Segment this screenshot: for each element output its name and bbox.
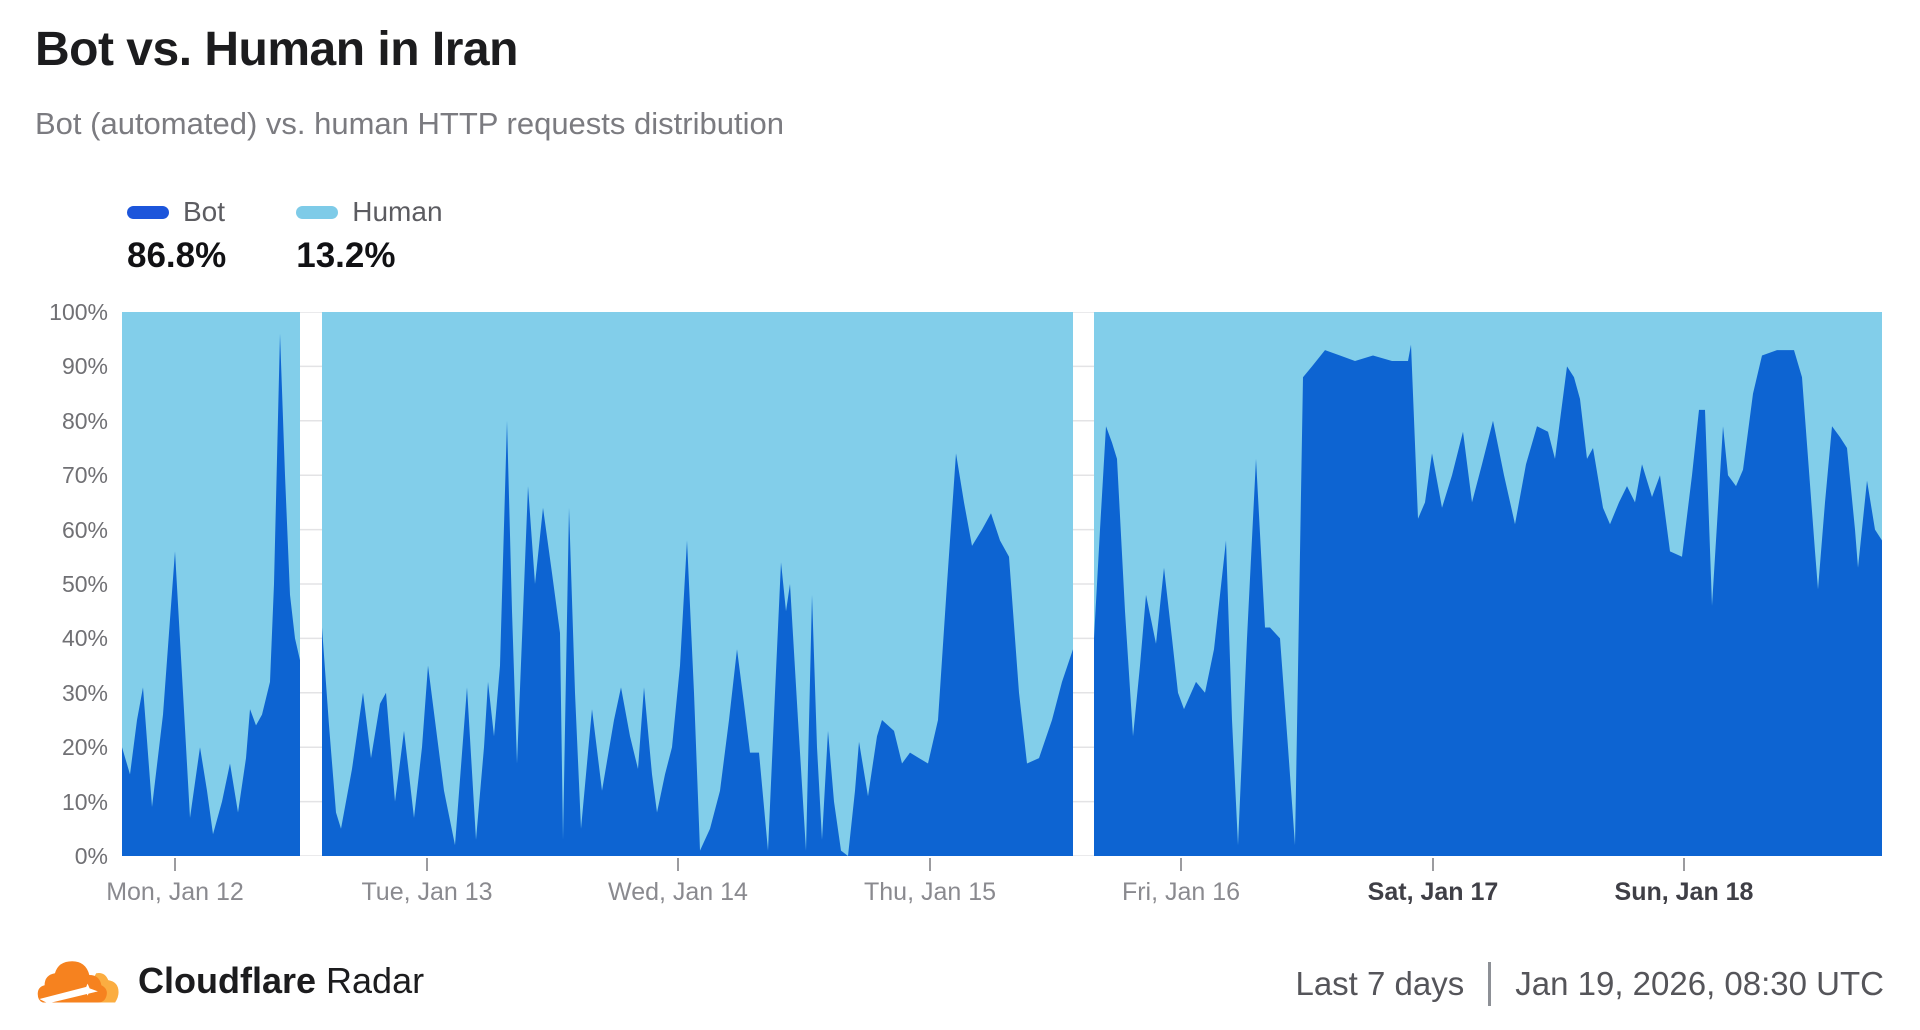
bot-area-segment bbox=[122, 333, 300, 856]
stacked-area-chart[interactable] bbox=[122, 312, 1882, 856]
x-axis-tick bbox=[1180, 858, 1182, 871]
x-axis-label: Thu, Jan 15 bbox=[863, 878, 997, 906]
x-axis-label: Wed, Jan 14 bbox=[608, 878, 748, 906]
x-axis-label: Fri, Jan 16 bbox=[1121, 878, 1241, 906]
footer-brand[interactable]: Cloudflare Radar bbox=[36, 950, 424, 1012]
legend-value-human: 13.2% bbox=[296, 236, 396, 275]
human-color-swatch bbox=[296, 205, 339, 219]
x-axis-label: Sat, Jan 17 bbox=[1367, 878, 1499, 906]
legend-label-human: Human bbox=[352, 196, 443, 227]
y-axis-label: 20% bbox=[61, 734, 108, 761]
x-axis-label: Mon, Jan 12 bbox=[106, 878, 244, 906]
y-axis-label: 30% bbox=[61, 679, 108, 706]
bot-area-segment bbox=[322, 420, 1073, 856]
x-axis-tick bbox=[1683, 858, 1685, 871]
y-axis-label: 0% bbox=[74, 843, 108, 869]
x-axis-tick bbox=[1432, 858, 1434, 871]
y-axis-label: 100% bbox=[49, 299, 108, 325]
y-axis-label: 60% bbox=[61, 516, 108, 543]
legend-item-human[interactable]: Human 13.2% bbox=[296, 196, 443, 276]
legend-item-bot[interactable]: Bot 86.8% bbox=[127, 196, 226, 276]
legend-value-bot: 86.8% bbox=[127, 236, 227, 275]
timestamp-label: Jan 19, 2026, 08:30 UTC bbox=[1515, 965, 1884, 1002]
x-axis-label: Sun, Jan 18 bbox=[1614, 878, 1754, 906]
x-axis-label: Tue, Jan 13 bbox=[361, 878, 493, 906]
y-axis-label: 50% bbox=[61, 571, 108, 597]
page-title: Bot vs. Human in Iran bbox=[35, 23, 518, 76]
footer-divider bbox=[1488, 962, 1492, 1006]
x-axis-tick bbox=[426, 858, 428, 871]
y-axis-label: 80% bbox=[61, 407, 108, 434]
chart-canvas bbox=[122, 312, 1882, 856]
date-range-label: Last 7 days bbox=[1295, 965, 1465, 1002]
y-axis-label: 10% bbox=[61, 788, 108, 815]
footer-meta: Last 7 days Jan 19, 2026, 08:30 UTC bbox=[1295, 962, 1884, 1006]
x-axis-tick bbox=[929, 858, 931, 871]
brand-text: Cloudflare Radar bbox=[138, 960, 424, 1002]
bot-area-segment bbox=[1094, 344, 1882, 856]
bot-color-swatch bbox=[127, 205, 169, 219]
brand-radar: Radar bbox=[326, 960, 425, 1001]
x-axis-tick bbox=[174, 858, 176, 871]
y-axis-label: 70% bbox=[61, 462, 108, 489]
brand-cloudflare: Cloudflare bbox=[138, 960, 317, 1001]
y-axis-label: 40% bbox=[61, 625, 108, 652]
cloudflare-logo-icon bbox=[37, 961, 119, 1004]
legend-label-bot: Bot bbox=[183, 196, 226, 227]
legend: Bot 86.8% Human 13.2% bbox=[127, 196, 443, 276]
x-axis-tick bbox=[677, 858, 679, 871]
page-subtitle: Bot (automated) vs. human HTTP requests … bbox=[35, 106, 784, 141]
y-axis-label: 90% bbox=[61, 353, 108, 380]
